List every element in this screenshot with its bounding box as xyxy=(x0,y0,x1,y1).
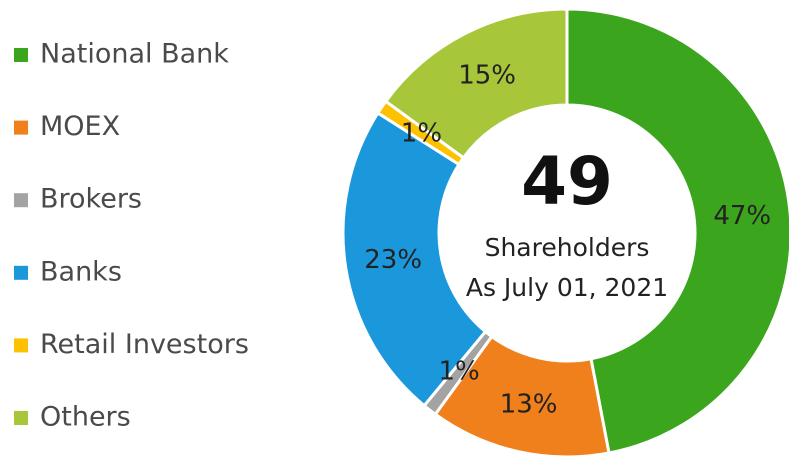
legend-swatch xyxy=(14,120,28,135)
legend-swatch xyxy=(14,411,28,425)
legend-label: MOEX xyxy=(40,111,120,142)
slices xyxy=(341,7,789,459)
slice-label: 15% xyxy=(458,61,516,91)
legend-swatch xyxy=(14,48,28,62)
legend-label: Others xyxy=(40,402,131,433)
center-value: 49 xyxy=(521,143,613,220)
legend-label: Retail Investors xyxy=(40,329,249,360)
center-caption: Shareholders xyxy=(485,233,650,262)
slice xyxy=(341,110,488,408)
slice xyxy=(565,7,789,455)
slice-label: 47% xyxy=(713,201,771,231)
slice-label: 1% xyxy=(439,357,480,387)
legend-swatch xyxy=(14,338,28,353)
legend-swatch xyxy=(14,265,28,280)
center-caption: As July 01, 2021 xyxy=(466,273,668,302)
legend-swatch xyxy=(14,193,28,208)
slice xyxy=(383,7,569,160)
legend: National Bank MOEX Brokers Banks Retail Inve… xyxy=(14,39,249,433)
slice-label: 13% xyxy=(500,389,558,419)
legend-label: Brokers xyxy=(40,184,142,215)
slice-label: 23% xyxy=(364,245,422,275)
legend-label: Banks xyxy=(40,256,122,287)
slice-label: 1% xyxy=(401,119,442,149)
legend-label: National Bank xyxy=(40,39,229,70)
